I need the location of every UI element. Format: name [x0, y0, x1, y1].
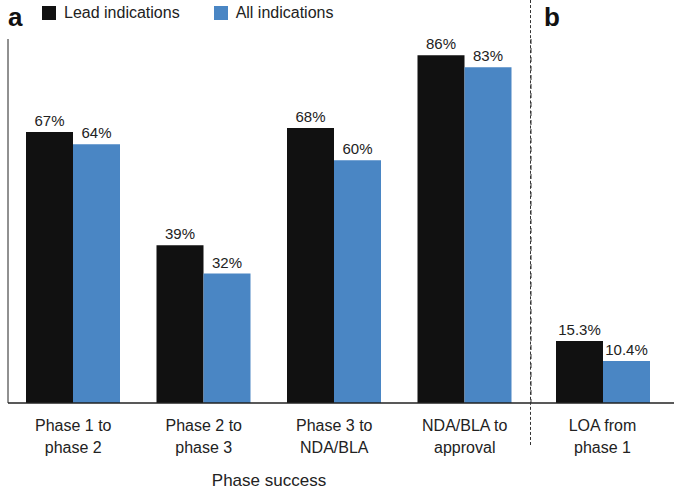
html-text:b: b	[544, 2, 560, 32]
svg-text:64%: 64%	[81, 124, 111, 141]
svg-text:approval: approval	[434, 439, 495, 456]
svg-text:phase 2: phase 2	[45, 439, 102, 456]
svg-text:LOA from: LOA from	[569, 417, 637, 434]
svg-text:Phase success: Phase success	[212, 471, 326, 490]
svg-text:Phase 1 to: Phase 1 to	[35, 417, 112, 434]
html-text:Lead indications: Lead indications	[64, 4, 180, 21]
svg-text:32%: 32%	[212, 254, 242, 271]
svg-text:NDA/BLA: NDA/BLA	[300, 439, 369, 456]
html-text:All indications: All indications	[235, 4, 334, 21]
svg-text:phase 3: phase 3	[175, 439, 232, 456]
svg-text:15.3%: 15.3%	[558, 321, 601, 338]
svg-text:67%: 67%	[34, 112, 64, 129]
html-text:a: a	[8, 2, 23, 32]
svg-text:83%: 83%	[473, 47, 503, 64]
svg-text:phase 1: phase 1	[574, 439, 631, 456]
svg-text:10.4%: 10.4%	[605, 341, 648, 358]
svg-text:60%: 60%	[342, 140, 372, 157]
svg-text:Phase 3 to: Phase 3 to	[296, 417, 373, 434]
svg-text:86%: 86%	[426, 35, 456, 52]
svg-text:NDA/BLA to: NDA/BLA to	[422, 417, 507, 434]
svg-text:Phase 2 to: Phase 2 to	[166, 417, 243, 434]
svg-text:68%: 68%	[295, 108, 325, 125]
svg-text:39%: 39%	[165, 225, 195, 242]
